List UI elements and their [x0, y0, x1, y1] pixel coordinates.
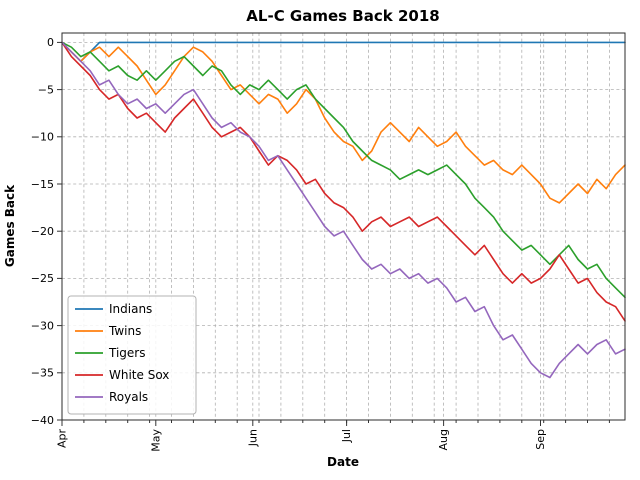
x-axis-label: Date: [327, 455, 359, 469]
y-tick-label: −15: [31, 178, 54, 191]
x-tick-label: Sep: [534, 429, 547, 450]
y-tick-label: −5: [38, 83, 54, 96]
y-tick-label: −10: [31, 131, 54, 144]
series-line-white-sox: [61, 41, 626, 322]
x-tick-label: Aug: [437, 429, 450, 450]
legend-label-white-sox: White Sox: [109, 368, 169, 382]
y-tick-label: 0: [47, 36, 54, 49]
x-tick-label: Jun: [246, 429, 259, 447]
y-tick-label: −40: [31, 414, 54, 427]
series-line-tigers: [61, 41, 626, 299]
x-tick-label: May: [149, 429, 162, 452]
series-layer: [61, 41, 626, 379]
y-tick-label: −30: [31, 319, 54, 332]
y-axis-label: Games Back: [3, 184, 17, 267]
series-line-twins: [61, 41, 626, 204]
series-line-royals: [61, 41, 626, 379]
y-tick-label: −20: [31, 225, 54, 238]
x-tick-label: Apr: [56, 429, 69, 449]
legend: Indians Twins Tigers White Sox Royals: [67, 295, 197, 415]
y-tick-label: −25: [31, 272, 54, 285]
legend-label-tigers: Tigers: [108, 346, 145, 360]
legend-label-indians: Indians: [109, 302, 152, 316]
tick-layer: Apr May Jun Jul Aug Sep 0 −5 −10 −15 −20 −25 −30 −35 −…: [31, 36, 610, 452]
series-line-indians: [61, 41, 626, 63]
legend-label-twins: Twins: [108, 324, 141, 338]
legend-box: [67, 295, 197, 415]
plot-border: [61, 32, 626, 421]
chart-title: AL-C Games Back 2018: [246, 7, 439, 25]
y-tick-label: −35: [31, 367, 54, 380]
legend-label-royals: Royals: [109, 390, 148, 404]
x-tick-label: Jul: [340, 429, 353, 443]
